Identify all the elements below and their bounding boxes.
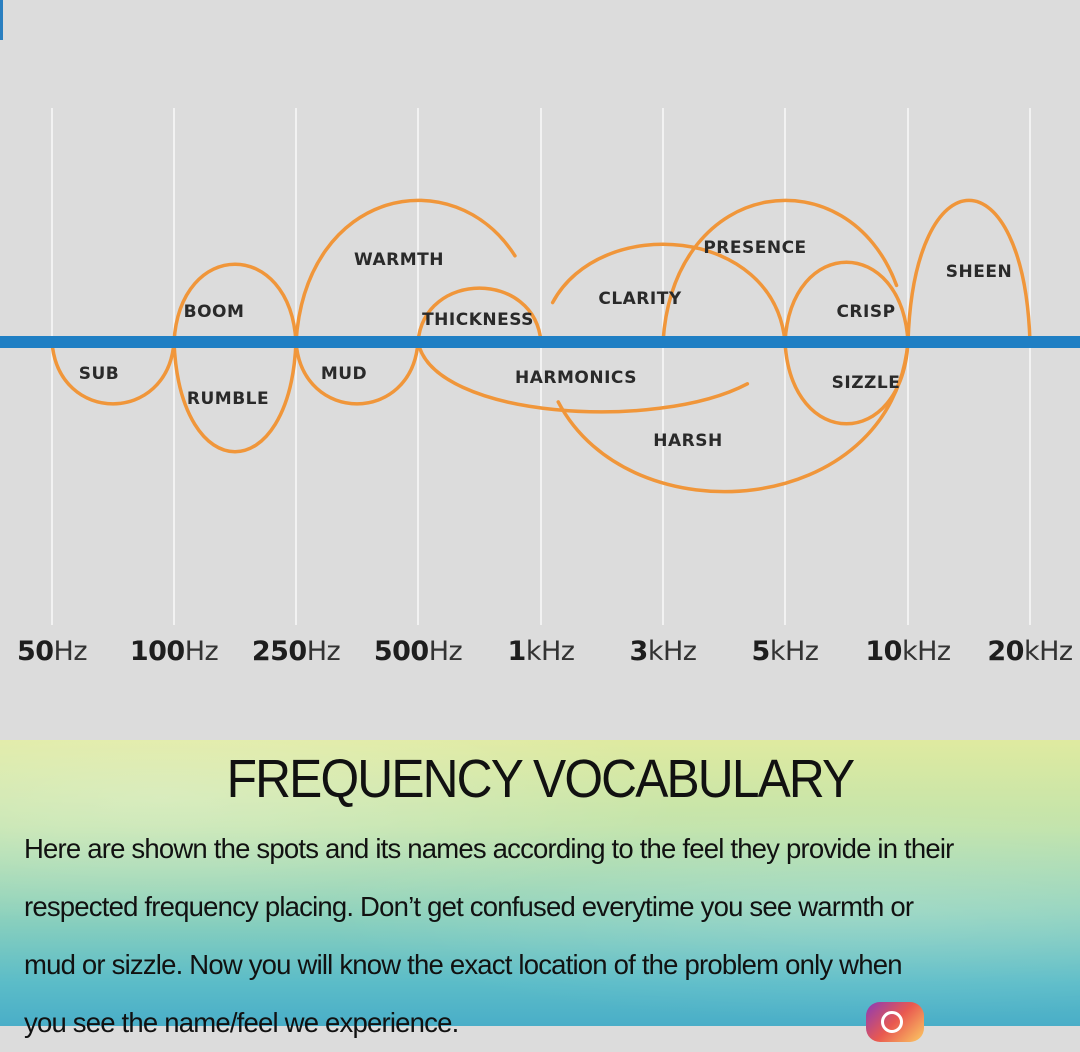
description: Here are shown the spots and its names a… <box>24 820 1064 1052</box>
tick-number: 20 <box>987 636 1024 667</box>
tick-label-5khz: 5kHz <box>752 636 819 667</box>
description-line-3: mud or sizzle. Now you will know the exa… <box>24 949 903 980</box>
band-curve-mud <box>294 340 420 406</box>
tick-number: 5 <box>751 636 771 667</box>
tick-label-50hz: 50Hz <box>16 636 88 667</box>
tick-unit: kHz <box>647 636 697 667</box>
band-curve-crisp <box>783 260 910 344</box>
baseline <box>0 336 1080 348</box>
band-label-harsh: HARSH <box>653 431 722 451</box>
tick-label-100hz: 100Hz <box>129 636 219 667</box>
tick-number: 500 <box>373 636 429 667</box>
description-line-1: Here are shown the spots and its names a… <box>24 833 954 864</box>
instagram-icon[interactable] <box>866 1002 924 1042</box>
tick-number: 100 <box>129 636 185 667</box>
tick-unit: Hz <box>306 636 341 667</box>
band-label-crisp: CRISP <box>836 302 895 322</box>
band-curve-clarity <box>539 242 787 344</box>
band-label-rumble: RUMBLE <box>187 389 269 409</box>
tick-unit: kHz <box>901 636 951 667</box>
band-curve-sheen <box>906 198 1032 344</box>
tick-unit: Hz <box>53 636 88 667</box>
band-curve-harmonics <box>416 340 787 414</box>
band-curve-sizzle <box>783 340 910 426</box>
tick-number: 1 <box>507 636 527 667</box>
tick-number: 10 <box>865 636 902 667</box>
band-curve-boom <box>172 262 298 344</box>
tick-unit: Hz <box>428 636 463 667</box>
tick-label-500hz: 500Hz <box>373 636 463 667</box>
band-label-mud: MUD <box>321 364 367 384</box>
page-title: FREQUENCY VOCABULARY <box>226 749 856 809</box>
instagram-ring <box>881 1011 903 1033</box>
tick-label-20khz: 20kHz <box>987 636 1073 667</box>
band-label-clarity: CLARITY <box>598 289 681 309</box>
band-label-thickness: THICKNESS <box>422 310 534 330</box>
band-label-warmth: WARMTH <box>354 250 444 270</box>
tick-label-3khz: 3kHz <box>630 636 697 667</box>
edge-marker <box>0 0 3 40</box>
frequency-chart-svg: SUB BOOM RUMBLE WARMTH MUD THICKNESS HARMONICS… <box>0 108 1080 625</box>
tick-number: 3 <box>629 636 649 667</box>
tick-label-250hz: 250Hz <box>251 636 341 667</box>
band-label-sub: SUB <box>79 364 120 384</box>
band-curve-rumble <box>172 340 298 454</box>
band-curve-thickness <box>416 286 543 344</box>
band-curve-warmth <box>294 198 543 344</box>
info-panel: FREQUENCY VOCABULARY Here are shown the … <box>0 740 1080 1042</box>
tick-unit: Hz <box>184 636 219 667</box>
tick-unit: kHz <box>525 636 575 667</box>
band-label-harmonics: HARMONICS <box>515 368 637 388</box>
tick-number: 50 <box>16 636 54 667</box>
band-label-sizzle: SIZZLE <box>832 373 901 393</box>
band-curve-harsh <box>539 340 910 494</box>
band-curve-sub <box>50 340 176 406</box>
band-label-presence: PRESENCE <box>703 238 806 258</box>
tick-number: 250 <box>251 636 307 667</box>
frequency-diagram: SUB BOOM RUMBLE WARMTH MUD THICKNESS HARMONICS… <box>0 0 1080 667</box>
band-label-sheen: SHEEN <box>946 262 1012 282</box>
tick-label-1khz: 1kHz <box>508 636 575 667</box>
tick-unit: kHz <box>1023 636 1073 667</box>
tick-unit: kHz <box>769 636 819 667</box>
tick-label-10khz: 10kHz <box>865 636 951 667</box>
description-line-2: respected frequency placing. Don’t get c… <box>24 891 914 922</box>
band-label-boom: BOOM <box>184 302 245 322</box>
band-curve-presence <box>661 198 910 344</box>
